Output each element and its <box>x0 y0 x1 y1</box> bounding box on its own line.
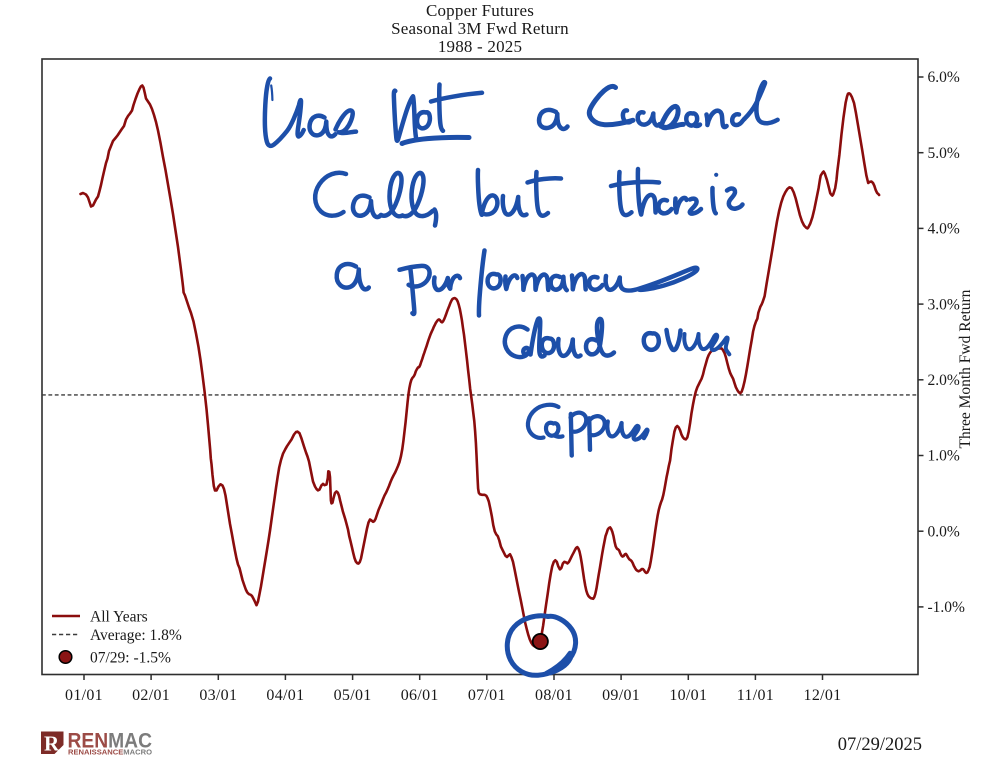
svg-text:10/01: 10/01 <box>669 687 707 704</box>
svg-text:All Years: All Years <box>90 609 148 626</box>
svg-text:02/01: 02/01 <box>132 687 170 704</box>
svg-text:05/01: 05/01 <box>334 687 372 704</box>
svg-text:07/01: 07/01 <box>468 687 506 704</box>
svg-text:09/01: 09/01 <box>602 687 640 704</box>
svg-text:06/01: 06/01 <box>401 687 439 704</box>
svg-text:08/01: 08/01 <box>535 687 573 704</box>
svg-text:R: R <box>44 732 60 756</box>
svg-text:Average: 1.8%: Average: 1.8% <box>90 627 182 644</box>
svg-text:1.0%: 1.0% <box>928 448 960 465</box>
svg-text:07/29/2025: 07/29/2025 <box>838 735 922 755</box>
svg-text:5.0%: 5.0% <box>928 145 960 162</box>
svg-text:-1.0%: -1.0% <box>928 599 966 616</box>
svg-text:Seasonal 3M Fwd Return: Seasonal 3M Fwd Return <box>391 19 569 38</box>
svg-text:4.0%: 4.0% <box>928 221 960 238</box>
svg-text:Copper Futures: Copper Futures <box>426 1 534 20</box>
svg-text:0.0%: 0.0% <box>928 523 960 540</box>
svg-text:RENMAC: RENMAC <box>68 729 153 753</box>
svg-text:03/01: 03/01 <box>199 687 237 704</box>
svg-text:12/01: 12/01 <box>804 687 842 704</box>
svg-text:1988 - 2025: 1988 - 2025 <box>438 37 522 56</box>
svg-text:01/01: 01/01 <box>65 687 103 704</box>
svg-text:2.0%: 2.0% <box>928 372 960 389</box>
svg-text:11/01: 11/01 <box>737 687 774 704</box>
svg-text:6.0%: 6.0% <box>928 69 960 86</box>
svg-text:Three Month Fwd Return: Three Month Fwd Return <box>957 289 974 448</box>
svg-text:07/29: -1.5%: 07/29: -1.5% <box>90 650 171 667</box>
svg-text:3.0%: 3.0% <box>928 296 960 313</box>
svg-text:04/01: 04/01 <box>266 687 304 704</box>
